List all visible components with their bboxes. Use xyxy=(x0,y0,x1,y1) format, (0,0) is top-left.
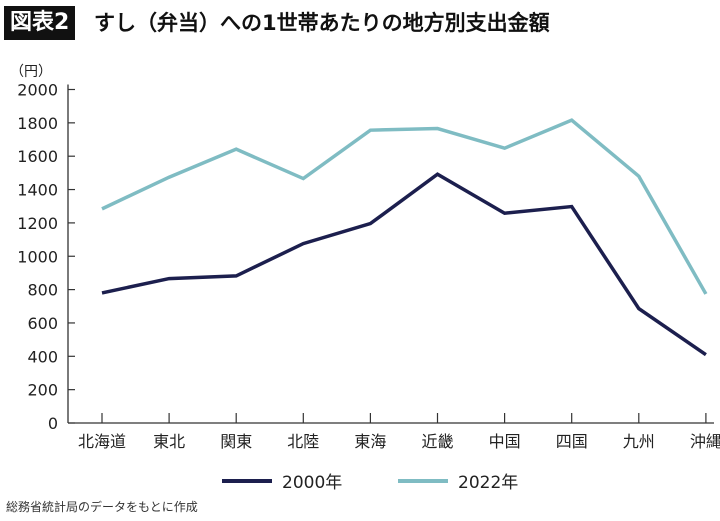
y-axis-label: （円） xyxy=(10,64,52,80)
y-tick-label: 1200 xyxy=(17,214,58,233)
y-tick-label: 800 xyxy=(27,281,58,300)
x-tick-label: 北海道 xyxy=(78,432,126,451)
x-tick-label: 東海 xyxy=(354,432,386,451)
chart-title: すし（弁当）への1世帯あたりの地方別支出金額 xyxy=(94,11,550,35)
x-tick-label: 九州 xyxy=(623,432,655,451)
y-tick-label: 1000 xyxy=(17,247,58,266)
x-tick-label: 東北 xyxy=(153,432,185,451)
legend-label: 2022年 xyxy=(458,473,518,493)
series-line-2022年 xyxy=(101,118,708,295)
legend-label: 2000年 xyxy=(282,473,342,493)
y-tick-label: 200 xyxy=(27,381,58,400)
figure-badge: 図表2 xyxy=(4,6,76,40)
y-tick-label: 0 xyxy=(48,414,58,433)
y-tick-label: 400 xyxy=(27,347,58,366)
x-tick-label: 中国 xyxy=(489,432,521,451)
x-tick-label: 沖縄 xyxy=(690,432,720,451)
x-tick-label: 近畿 xyxy=(421,432,453,451)
x-tick-label: 関東 xyxy=(220,432,252,451)
y-tick-label: 600 xyxy=(27,314,58,333)
y-tick-label: 1400 xyxy=(17,181,58,200)
y-tick-label: 1800 xyxy=(17,114,58,133)
series-line-2000年 xyxy=(101,172,707,357)
y-tick-label: 2000 xyxy=(17,81,58,100)
x-tick-label: 四国 xyxy=(556,432,588,451)
x-tick-label: 北陸 xyxy=(287,432,319,451)
source-note: 総務省統計局のデータをもとに作成 xyxy=(6,500,198,514)
y-tick-label: 1600 xyxy=(17,147,58,166)
